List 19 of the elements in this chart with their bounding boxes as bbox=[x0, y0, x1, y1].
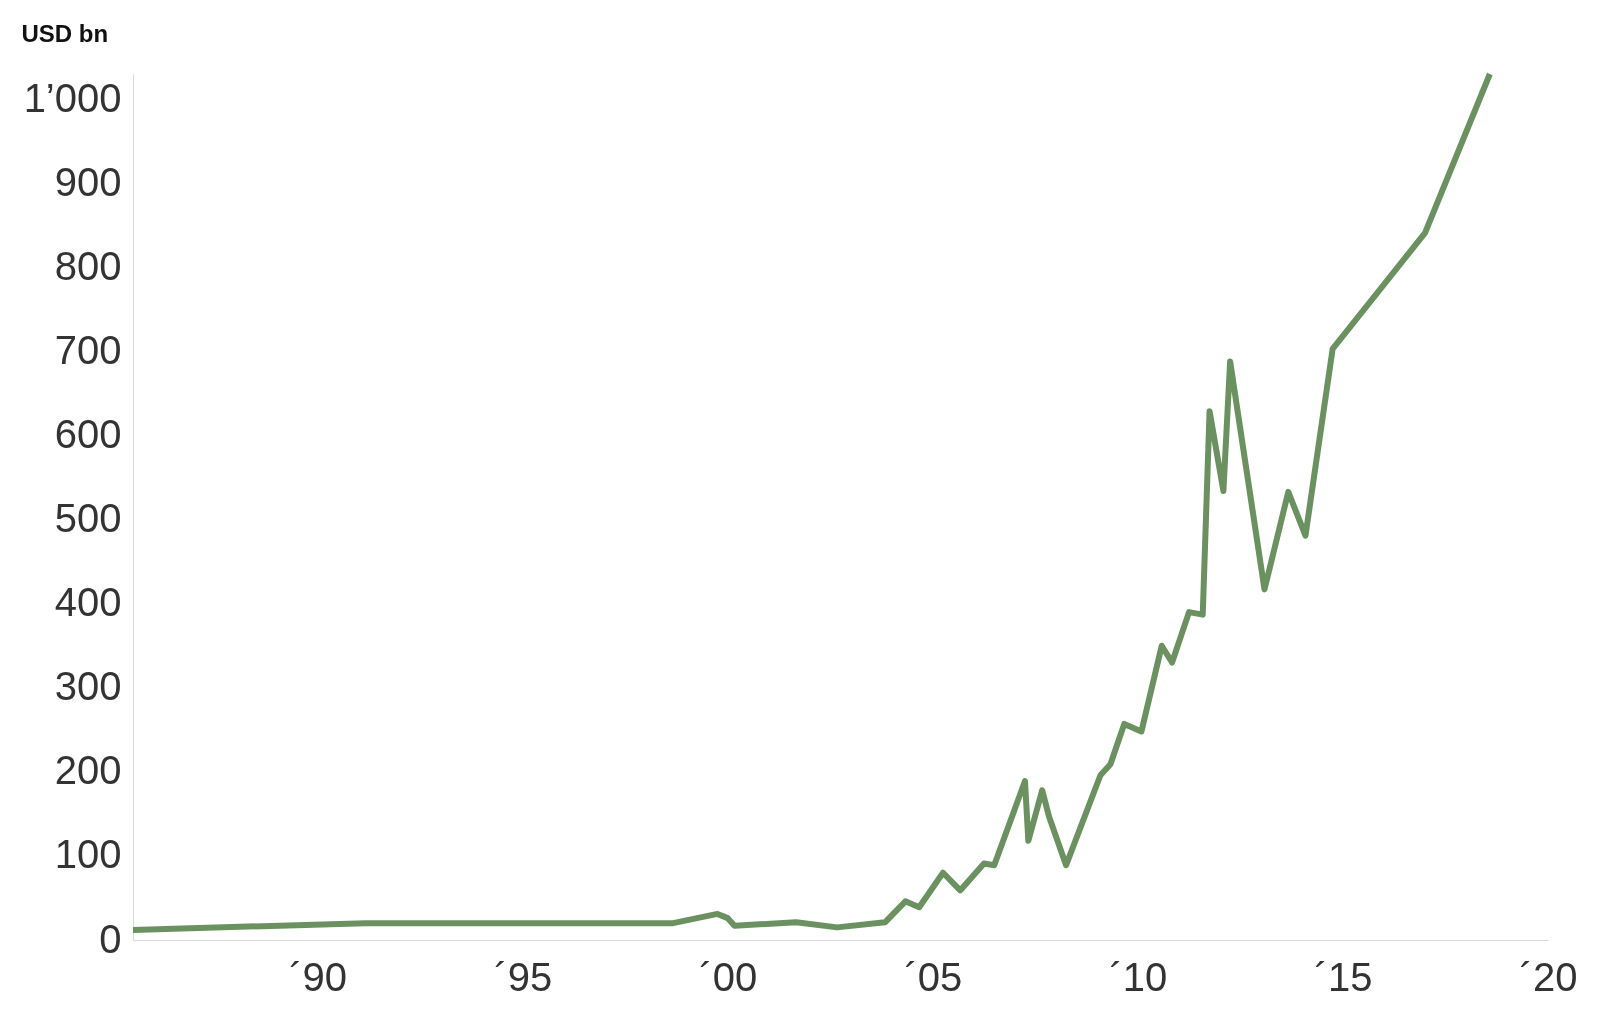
x-tick-label: ´20 bbox=[1519, 954, 1578, 999]
y-tick-label: 300 bbox=[54, 664, 122, 709]
y-tick-label: 900 bbox=[54, 159, 122, 204]
x-tick-label: ´90 bbox=[289, 954, 348, 999]
y-tick-label: 600 bbox=[54, 412, 122, 457]
y-tick-label: 700 bbox=[54, 327, 122, 372]
x-tick-label: ´10 bbox=[1109, 954, 1168, 999]
x-tick-label: ´00 bbox=[699, 954, 758, 999]
y-axis-title: USD bn bbox=[21, 19, 109, 47]
y-tick-label: 0 bbox=[99, 916, 122, 961]
y-tick-label: 200 bbox=[54, 748, 122, 793]
y-tick-label: 400 bbox=[54, 580, 122, 625]
y-tick-label: 100 bbox=[54, 832, 122, 877]
x-tick-label: ´15 bbox=[1314, 954, 1373, 999]
x-tick-label: ´95 bbox=[494, 954, 553, 999]
x-tick-label: ´05 bbox=[904, 954, 963, 999]
y-tick-label: 1’000 bbox=[23, 75, 122, 120]
y-tick-label: 500 bbox=[54, 496, 122, 541]
y-tick-label: 800 bbox=[54, 243, 122, 288]
